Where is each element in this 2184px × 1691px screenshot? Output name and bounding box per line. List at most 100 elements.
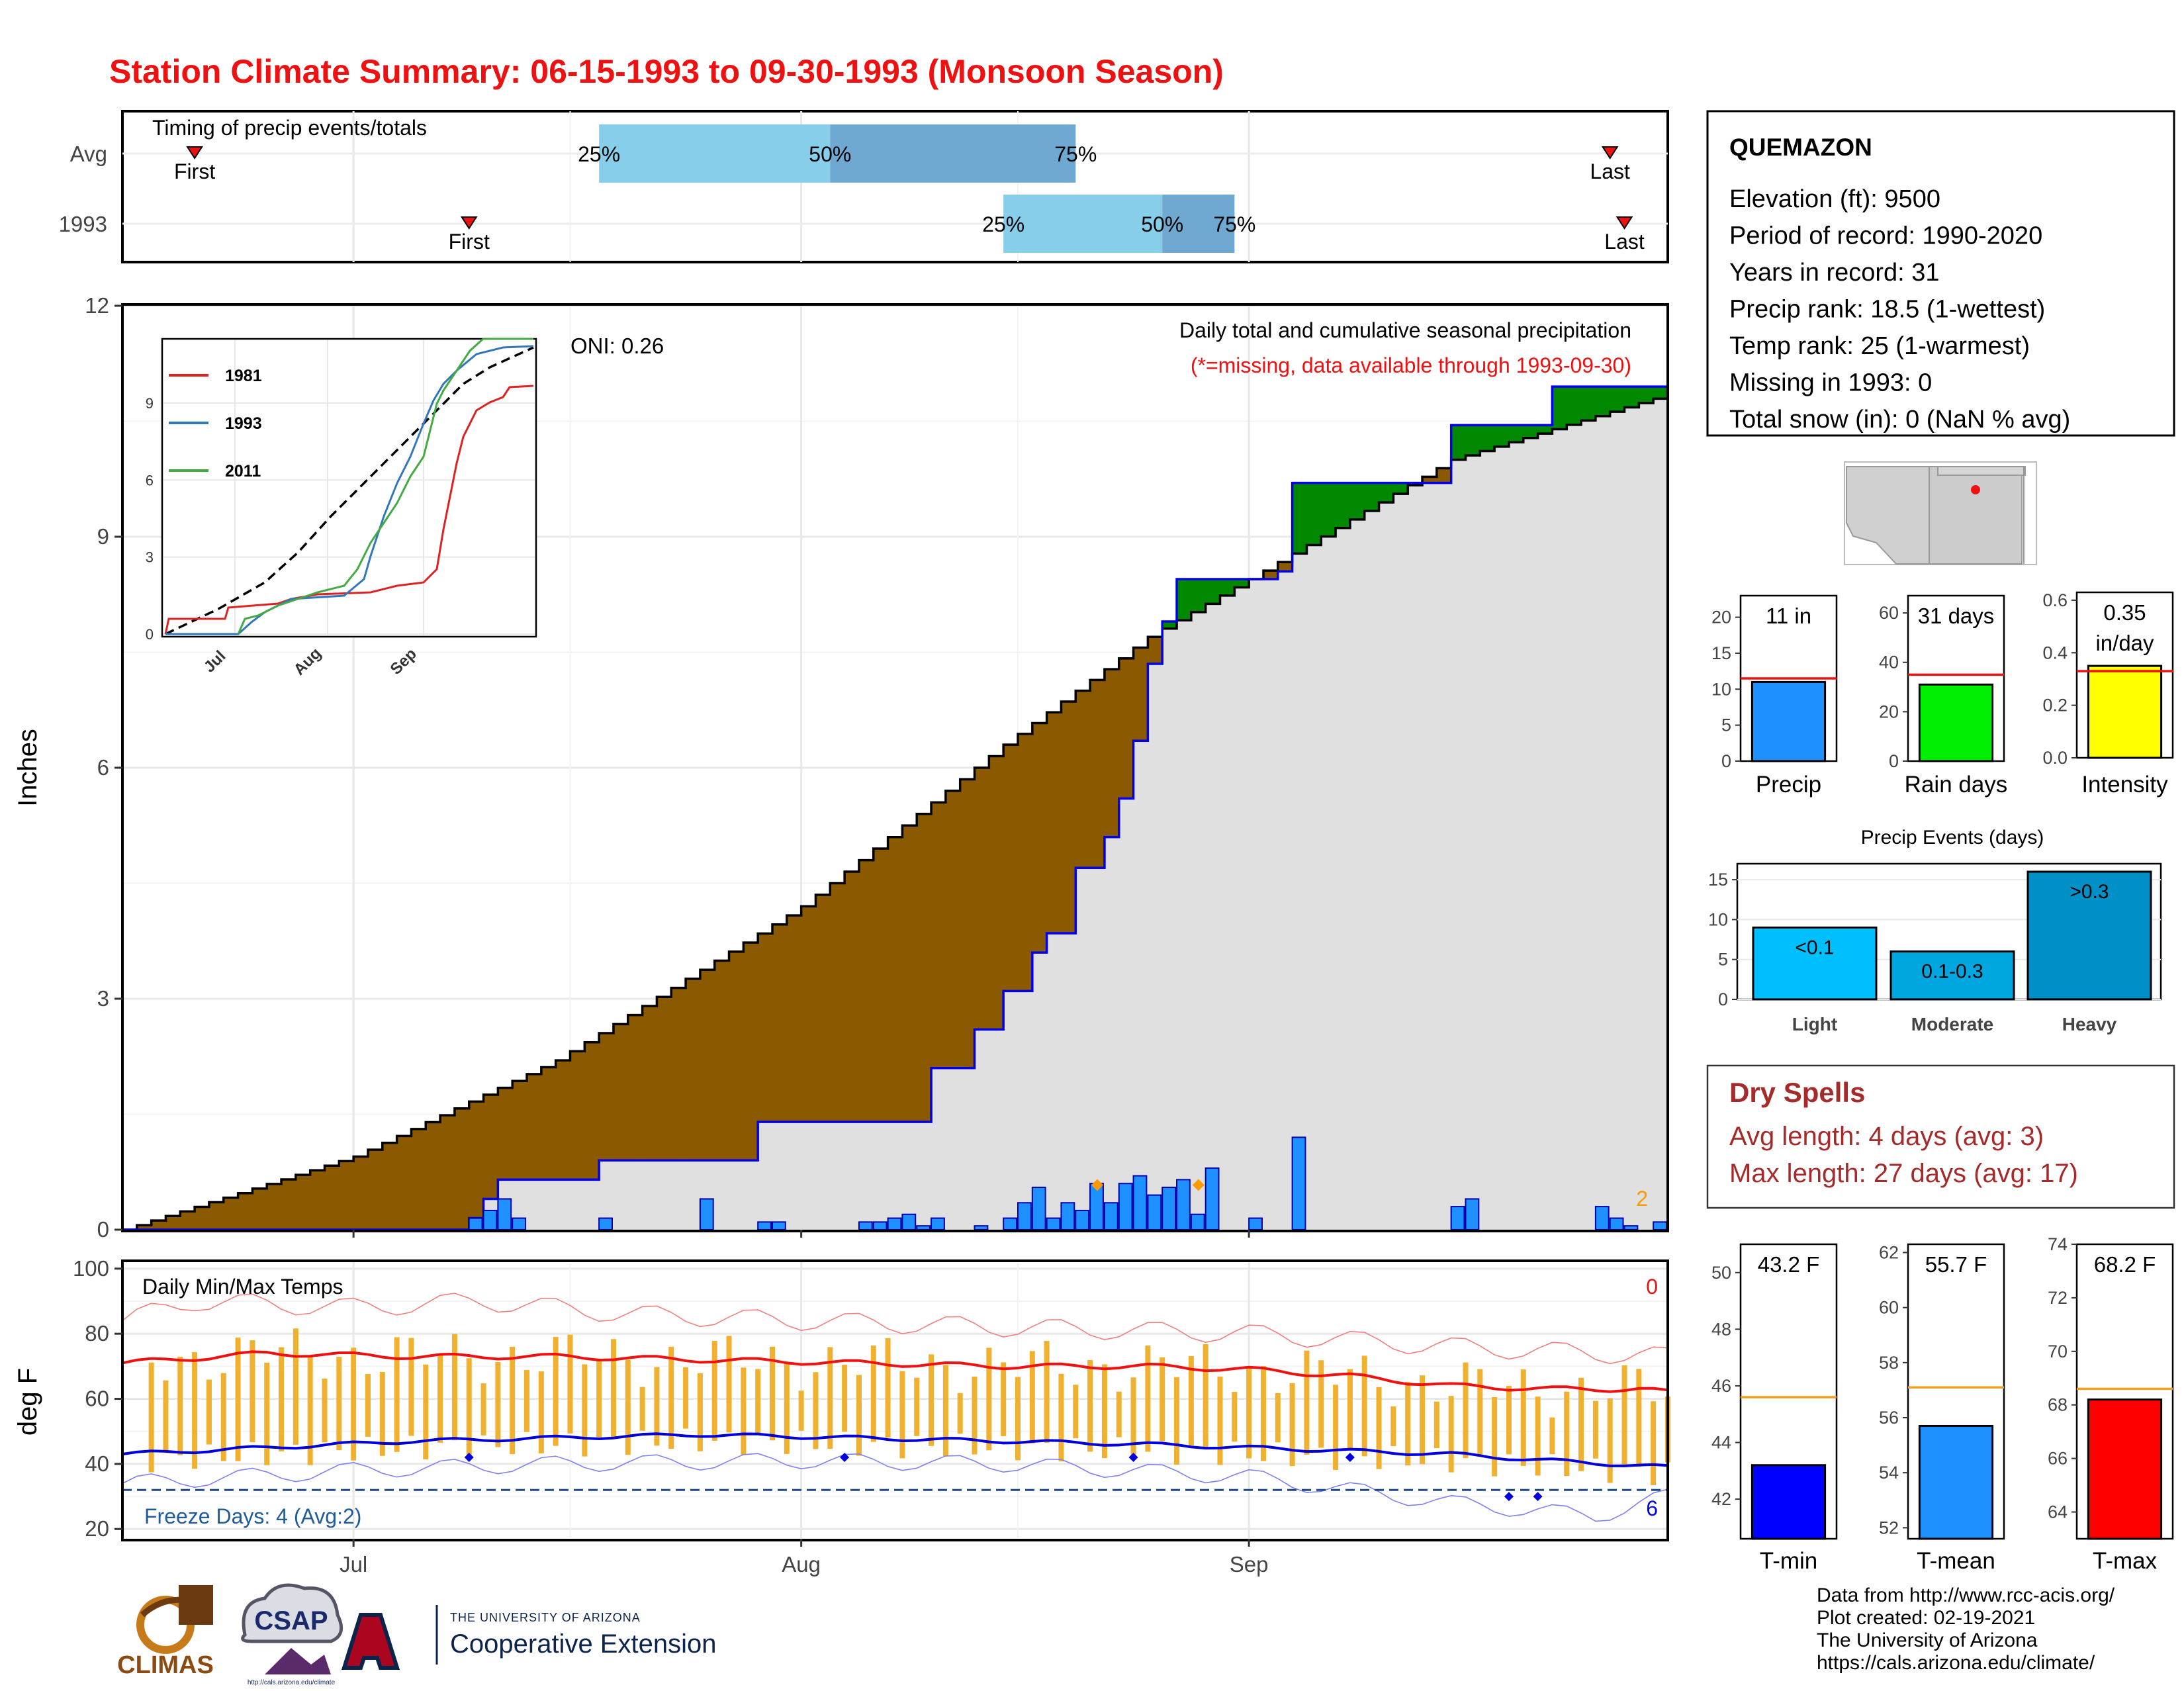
precip-deficit-segment (440, 1115, 455, 1230)
daily-precip-bar (699, 1198, 714, 1231)
daily-precip-bar (482, 1209, 498, 1230)
timing-p25-label: 25% (982, 212, 1024, 236)
precip-deficit-segment (1422, 477, 1437, 483)
daily-temp-bar (885, 1338, 891, 1438)
daily-temp-bar (163, 1380, 169, 1451)
precip-deficit-segment (382, 1142, 398, 1230)
precip-surplus-segment (1581, 387, 1596, 421)
temp-t-max-value-label: 68.2 F (2094, 1252, 2156, 1277)
precip-deficit-segment (945, 790, 961, 1068)
freeze-day-marker (840, 1453, 850, 1463)
temp-panel-title: Daily Min/Max Temps (142, 1275, 343, 1299)
daily-precip-bar (1176, 1179, 1191, 1230)
daily-temp-bar (755, 1369, 761, 1435)
daily-precip-bar (1450, 1206, 1465, 1230)
credit-line: Data from http://www.rcc-acis.org/ (1817, 1584, 2115, 1606)
daily-temp-bar (1145, 1346, 1151, 1452)
daily-temp-bar (1607, 1398, 1613, 1483)
precip-ytick-label: 0 (97, 1217, 109, 1242)
precip-surplus-segment (1494, 425, 1510, 447)
precip-deficit-segment (974, 768, 989, 1030)
inset-ytick-label: 0 (146, 626, 154, 643)
daily-temp-bar (279, 1347, 285, 1451)
credits: Data from http://www.rcc-acis.org/Plot c… (1817, 1584, 2115, 1674)
summary-precip-ytick-label: 10 (1711, 679, 1731, 699)
temp-t-min-ytick-label: 48 (1711, 1319, 1731, 1339)
precip-deficit-segment (815, 894, 831, 1122)
timing-label: Timing of precip events/totals (152, 116, 427, 140)
temp-t-min-name-label: T-min (1760, 1548, 1818, 1574)
daily-temp-bar (1405, 1382, 1411, 1466)
dry-spells-box: Dry Spells Avg length: 4 days (avg: 3) M… (1706, 1064, 2175, 1209)
daily-temp-bar (538, 1371, 544, 1453)
station-info-line: Years in record: 31 (1729, 259, 1940, 287)
timing-panel: 25% 50% 75% First Last 25% 50% 75% First Last Tim… (59, 110, 1669, 263)
temp-ytick-label: 40 (85, 1451, 109, 1476)
daily-precip-bar (931, 1217, 945, 1231)
freeze-days-label: Freeze Days: 4 (Avg:2) (144, 1504, 361, 1528)
timing-p50-label: 50% (809, 142, 851, 166)
precip-deficit-segment (1133, 647, 1148, 741)
precip-avg-line (122, 394, 1669, 1231)
daily-temp-bar (394, 1337, 400, 1452)
daily-precip-bar (1132, 1175, 1148, 1230)
precip-deficit-segment (584, 1042, 600, 1180)
inset-line-1981 (164, 385, 534, 635)
summary-precip-bar (1751, 680, 1827, 762)
daily-temp-bar (293, 1328, 298, 1445)
daily-temp-bar (1275, 1393, 1281, 1443)
precip-ytick-label: 12 (85, 293, 109, 318)
daily-temp-bar (423, 1364, 429, 1459)
daily-precip-bar (1205, 1167, 1220, 1231)
precip-deficit-segment (714, 960, 730, 1161)
precip-events-chart: Precip Events (days) 0 5 10 15 <0.1 Light 0.1-… (1708, 827, 2162, 1034)
daily-temp-bar (957, 1393, 963, 1434)
footer: CLIMAS CSAP http://cals.arizona.edu/clim… (117, 1583, 2115, 1686)
precip-ylabel: Inches (13, 729, 42, 807)
freeze-day-marker (464, 1453, 474, 1463)
station-info-line: Missing in 1993: 0 (1729, 369, 1932, 397)
freeze-day-marker (1128, 1453, 1138, 1463)
precip-deficit-segment (367, 1150, 383, 1230)
precip-deficit-segment (498, 1087, 513, 1180)
precip-deficit-segment (1046, 712, 1062, 934)
daily-precip-bar (1190, 1213, 1205, 1230)
events-ytick-label: 15 (1708, 870, 1728, 890)
daily-temp-bar (220, 1373, 226, 1461)
precip-deficit-segment (1104, 669, 1120, 837)
daily-temp-bar (322, 1378, 328, 1443)
precip-surplus-segment (1552, 387, 1567, 430)
daily-precip-bar (1248, 1217, 1263, 1231)
daily-temp-bar (1549, 1417, 1555, 1455)
precip-deficit-segment (887, 837, 903, 1122)
temp-t-mean-name-label: T-mean (1917, 1548, 1995, 1574)
inset-ytick-label: 6 (146, 472, 154, 488)
precip-deficit-segment (195, 1207, 210, 1230)
daily-precip-bar (1003, 1217, 1017, 1231)
temp-summary-bars: 42 44 46 48 50 43.2 F T-min 52 54 56 58 60 62 55.7 F T… (1711, 1234, 2174, 1574)
daily-temp-bar (235, 1338, 241, 1461)
precip-missing-note: (*=missing, data available through 1993-… (1191, 353, 1631, 377)
precip-deficit-segment (873, 848, 889, 1122)
daily-precip-bar (872, 1221, 887, 1231)
precip-surplus-segment (1653, 387, 1668, 399)
tmax-avg-line (122, 1350, 1668, 1393)
summary-intensity-ytick-label: 0.6 (2042, 590, 2068, 610)
daily-temp-bar (929, 1354, 934, 1446)
daily-temp-bar (336, 1357, 342, 1451)
daily-temp-bar (582, 1364, 588, 1457)
temp-t-mean-ytick-label: 56 (1879, 1408, 1899, 1428)
events-category-label: Moderate (1911, 1014, 1993, 1034)
summary-rain-days-name-label: Rain days (1905, 772, 2008, 798)
ua-line2: Cooperative Extension (450, 1629, 716, 1659)
freeze-day-marker (1533, 1492, 1543, 1502)
precip-deficit-segment (599, 1033, 614, 1161)
precip-deficit-segment (281, 1179, 296, 1230)
station-info-line: Elevation (ft): 9500 (1729, 185, 1940, 213)
daily-temp-bar (625, 1359, 631, 1455)
precip-deficit-segment (700, 970, 715, 1161)
temp-t-max-bar (2087, 1398, 2163, 1540)
missing-data-marker (1192, 1179, 1205, 1191)
daily-temp-bar (914, 1377, 920, 1436)
daily-precip-bar (1017, 1202, 1032, 1230)
